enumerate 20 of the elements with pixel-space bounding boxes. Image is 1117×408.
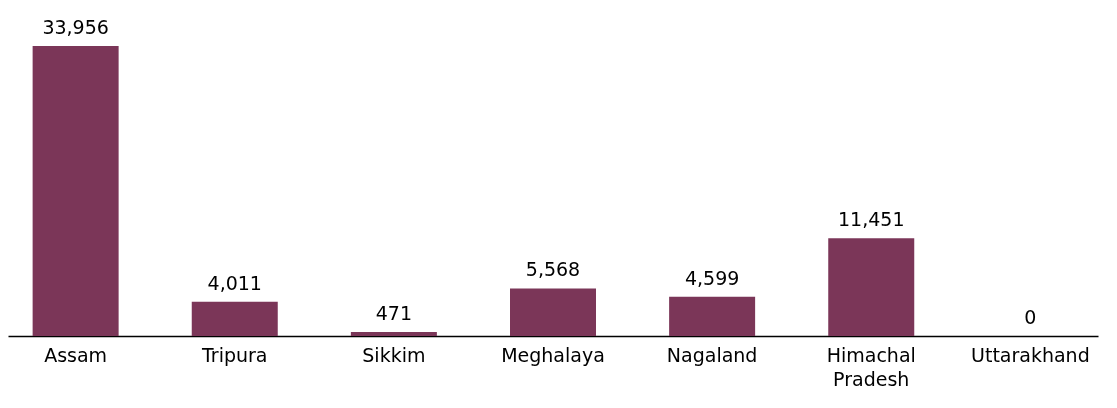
data-label: 11,451 bbox=[838, 208, 905, 231]
data-label: 471 bbox=[375, 301, 413, 324]
bar bbox=[510, 288, 596, 336]
x-tick-label: Himachal Pradesh bbox=[826, 343, 916, 390]
bar bbox=[191, 301, 278, 336]
x-tick-label: Sikkim bbox=[362, 343, 426, 366]
data-label: 33,956 bbox=[42, 16, 109, 38]
bar bbox=[350, 331, 437, 336]
bar bbox=[828, 238, 915, 336]
data-label: 0 bbox=[1024, 306, 1037, 328]
x-tick-label: Nagaland bbox=[666, 343, 758, 366]
x-tick-label: Meghalaya bbox=[501, 343, 605, 366]
x-tick-label: Tripura bbox=[201, 343, 268, 366]
data-label: 5,568 bbox=[525, 258, 581, 281]
x-tick-label: Uttarakhand bbox=[971, 343, 1090, 366]
bar bbox=[669, 296, 756, 336]
data-label: 4,011 bbox=[207, 271, 262, 294]
data-label: 4,599 bbox=[684, 266, 740, 289]
bar bbox=[32, 46, 119, 336]
x-tick-label: Assam bbox=[44, 343, 108, 366]
